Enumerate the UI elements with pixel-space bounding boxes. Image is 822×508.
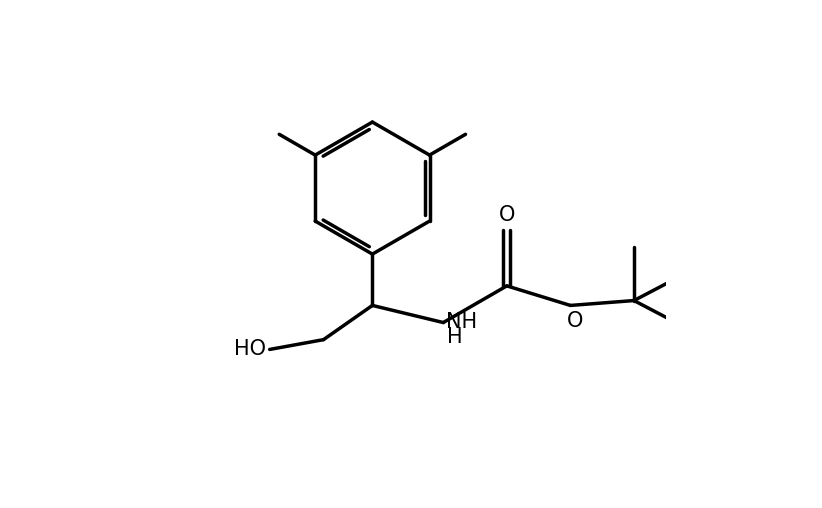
Text: O: O: [499, 205, 515, 225]
Text: HO: HO: [233, 339, 266, 360]
Text: O: O: [567, 311, 584, 331]
Text: H: H: [447, 327, 463, 347]
Text: NH: NH: [446, 312, 477, 332]
